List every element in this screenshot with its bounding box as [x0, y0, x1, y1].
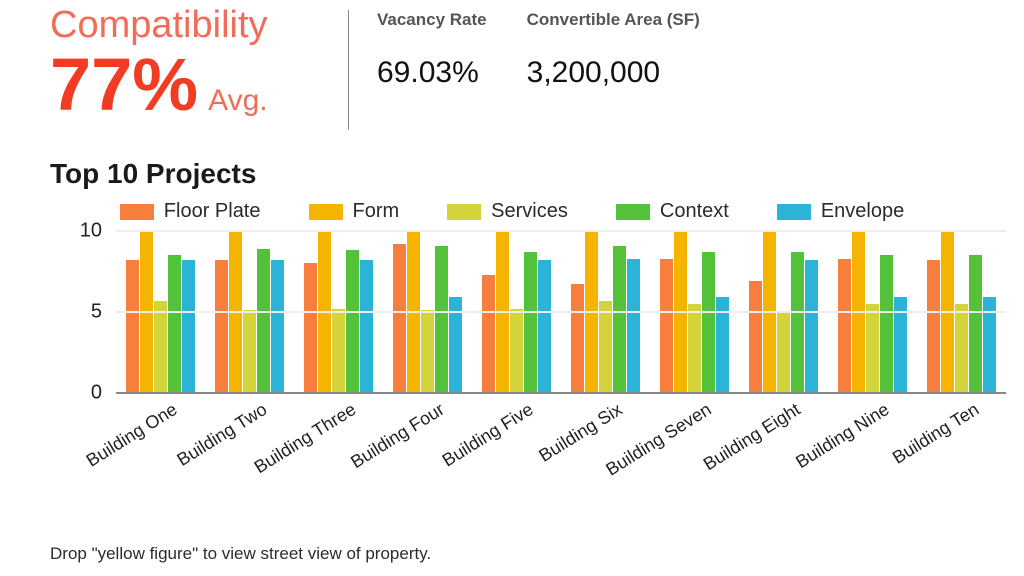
chart-title: Top 10 Projects: [50, 158, 974, 190]
legend-item[interactable]: Floor Plate: [120, 200, 261, 223]
bar[interactable]: [243, 310, 256, 393]
bar[interactable]: [510, 309, 523, 393]
x-axis-tick-label: Building Five: [439, 399, 538, 471]
bar[interactable]: [838, 259, 851, 393]
legend-swatch: [120, 204, 154, 220]
bar[interactable]: [126, 260, 139, 393]
legend-label: Envelope: [821, 200, 904, 223]
chart-plot-area: 0510: [116, 231, 1006, 393]
bar[interactable]: [927, 260, 940, 393]
bar[interactable]: [688, 304, 701, 393]
bar[interactable]: [346, 250, 359, 393]
bar[interactable]: [613, 246, 626, 393]
bar[interactable]: [880, 255, 893, 393]
stat-value: 69.03%: [377, 56, 487, 90]
legend-item[interactable]: Context: [616, 200, 729, 223]
stat-label: Convertible Area (SF): [527, 10, 700, 30]
bar[interactable]: [154, 301, 167, 393]
y-axis-tick-label: 10: [80, 220, 102, 243]
bar[interactable]: [749, 281, 762, 393]
bar[interactable]: [571, 284, 584, 393]
bar[interactable]: [702, 252, 715, 393]
bar[interactable]: [332, 309, 345, 393]
header-row: Compatibility 77% Avg. Vacancy Rate 69.0…: [50, 0, 974, 130]
bar[interactable]: [660, 259, 673, 393]
stat-label: Vacancy Rate: [377, 10, 487, 30]
legend-label: Form: [353, 200, 400, 223]
bar[interactable]: [805, 260, 818, 393]
legend-item[interactable]: Envelope: [777, 200, 904, 223]
legend-swatch: [447, 204, 481, 220]
x-axis-tick-label: Building Eight: [700, 399, 804, 475]
y-axis-tick-label: 0: [91, 382, 102, 405]
bar[interactable]: [435, 246, 448, 393]
bar[interactable]: [955, 304, 968, 393]
compatibility-block: Compatibility 77% Avg.: [50, 6, 330, 122]
chart-x-axis-labels: Building OneBuilding TwoBuilding ThreeBu…: [116, 393, 1006, 473]
x-axis-tick-label: Building One: [83, 399, 182, 471]
legend-label: Context: [660, 200, 729, 223]
chart-legend: Floor Plate Form Services Context Envelope: [50, 200, 974, 223]
legend-label: Floor Plate: [164, 200, 261, 223]
bar[interactable]: [393, 244, 406, 393]
bar[interactable]: [360, 260, 373, 393]
bar[interactable]: [257, 249, 270, 393]
bar[interactable]: [215, 260, 228, 393]
x-axis-tick-label: Building Four: [348, 399, 449, 473]
stat-convertible-area: Convertible Area (SF) 3,200,000: [527, 6, 700, 90]
stat-vacancy: Vacancy Rate 69.03%: [377, 6, 487, 90]
bar[interactable]: [538, 260, 551, 393]
chart-gridline: [116, 230, 1006, 232]
compatibility-value: 77%: [50, 48, 198, 122]
legend-item[interactable]: Form: [309, 200, 400, 223]
x-axis-tick-label: Building Nine: [793, 399, 894, 473]
bar[interactable]: [777, 312, 790, 393]
bar[interactable]: [168, 255, 181, 393]
bar[interactable]: [182, 260, 195, 393]
legend-swatch: [777, 204, 811, 220]
footer-note: Drop "yellow figure" to view street view…: [50, 544, 431, 564]
legend-label: Services: [491, 200, 568, 223]
legend-swatch: [616, 204, 650, 220]
header-divider: [348, 10, 349, 130]
bar[interactable]: [421, 310, 434, 393]
chart-gridline: [116, 311, 1006, 313]
x-axis-tick-label: Building Ten: [889, 399, 983, 469]
compatibility-title: Compatibility: [50, 6, 330, 44]
bar[interactable]: [627, 259, 640, 393]
bar[interactable]: [599, 301, 612, 393]
bar[interactable]: [482, 275, 495, 393]
y-axis-tick-label: 5: [91, 301, 102, 324]
bar[interactable]: [791, 252, 804, 393]
compatibility-suffix: Avg.: [208, 84, 268, 118]
bar[interactable]: [866, 304, 879, 393]
bar[interactable]: [524, 252, 537, 393]
legend-item[interactable]: Services: [447, 200, 568, 223]
bar[interactable]: [969, 255, 982, 393]
bar[interactable]: [304, 263, 317, 393]
compatibility-value-row: 77% Avg.: [50, 48, 330, 122]
stat-value: 3,200,000: [527, 56, 700, 90]
legend-swatch: [309, 204, 343, 220]
bar[interactable]: [271, 260, 284, 393]
